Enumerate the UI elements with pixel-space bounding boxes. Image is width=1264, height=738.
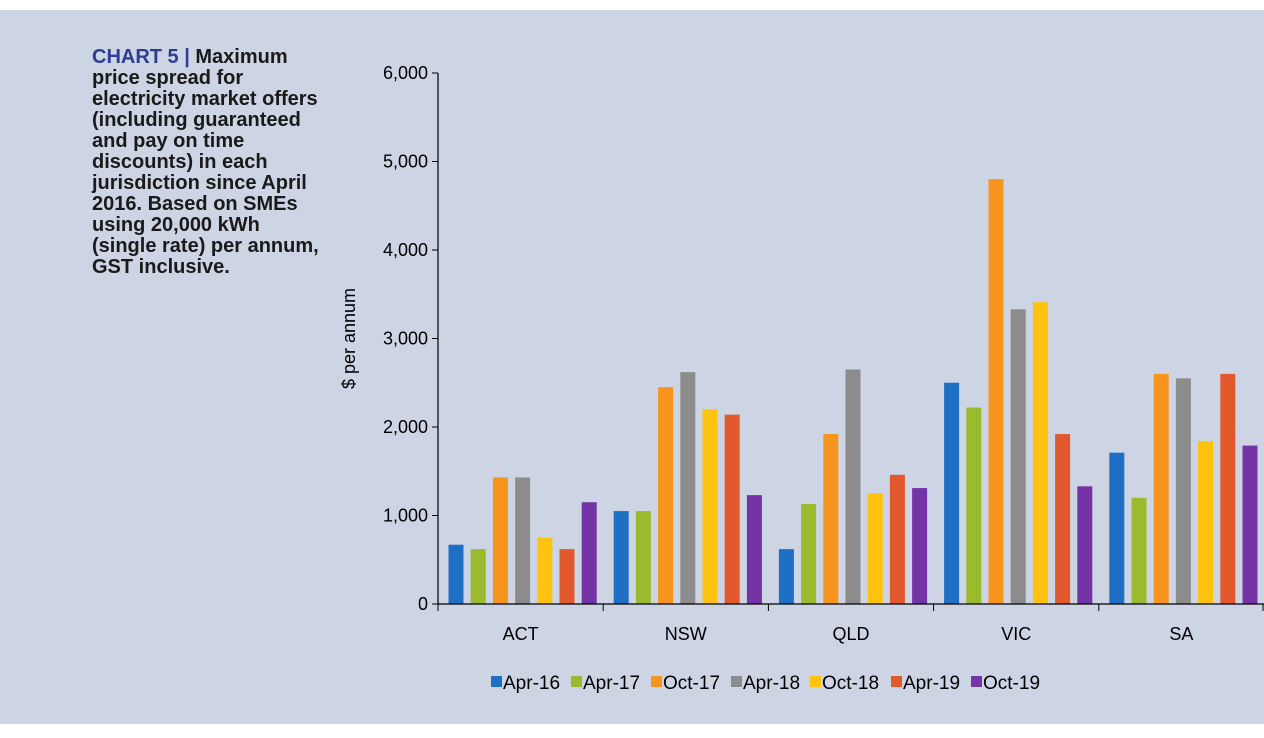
- legend-swatch: [731, 676, 742, 687]
- legend-swatch: [971, 676, 982, 687]
- bar-sa-apr-17: [1131, 497, 1147, 604]
- bar-qld-oct-17: [823, 434, 839, 604]
- bar-qld-apr-18: [845, 369, 861, 604]
- bar-act-apr-16: [448, 544, 464, 604]
- x-tick-label: ACT: [503, 624, 539, 644]
- bar-qld-apr-19: [889, 474, 905, 604]
- bar-qld-apr-17: [801, 503, 817, 604]
- bar-vic-apr-17: [966, 407, 982, 604]
- x-tick-label: NSW: [665, 624, 707, 644]
- bar-act-oct-18: [537, 537, 553, 604]
- y-tick-label: 2,000: [383, 417, 428, 437]
- chart-panel: [0, 10, 1264, 724]
- bar-act-apr-17: [470, 549, 486, 604]
- bar-vic-apr-19: [1055, 434, 1071, 604]
- bar-nsw-apr-16: [613, 511, 629, 604]
- bar-nsw-oct-17: [658, 387, 674, 604]
- legend-label: Oct-19: [983, 673, 1040, 694]
- bar-act-oct-17: [492, 477, 508, 604]
- bar-qld-apr-16: [778, 549, 794, 604]
- legend-swatch: [651, 676, 662, 687]
- y-tick-label: 4,000: [383, 240, 428, 260]
- legend-label: Oct-18: [822, 673, 879, 694]
- y-tick-label: 5,000: [383, 152, 428, 172]
- bar-vic-oct-18: [1032, 302, 1048, 604]
- legend-swatch: [571, 676, 582, 687]
- legend-swatch: [810, 676, 821, 687]
- y-tick-label: 0: [418, 594, 428, 614]
- bar-nsw-oct-19: [746, 495, 762, 604]
- y-axis-title: $ per annum: [339, 288, 359, 389]
- bar-sa-oct-17: [1153, 373, 1169, 604]
- y-tick-label: 3,000: [383, 329, 428, 349]
- bar-vic-oct-17: [988, 179, 1004, 604]
- bar-act-oct-19: [581, 502, 597, 604]
- x-tick-label: SA: [1169, 624, 1193, 644]
- legend-label: Apr-18: [743, 673, 800, 694]
- bar-sa-oct-19: [1242, 445, 1258, 604]
- bar-nsw-apr-19: [724, 414, 740, 604]
- bar-nsw-apr-18: [680, 372, 696, 604]
- bar-act-apr-18: [515, 477, 531, 604]
- bar-sa-oct-18: [1198, 441, 1214, 604]
- bar-vic-apr-16: [944, 382, 960, 604]
- bar-qld-oct-18: [867, 493, 883, 604]
- bar-nsw-oct-18: [702, 409, 718, 604]
- chart-caption-text: Maximum price spread for electricity mar…: [92, 46, 319, 278]
- chart-number-tag: CHART 5 |: [92, 46, 190, 68]
- legend-label: Apr-19: [903, 673, 960, 694]
- bar-act-apr-19: [559, 549, 575, 604]
- chart-caption: CHART 5 | Maximum price spread for elect…: [92, 47, 342, 278]
- bar-nsw-apr-17: [635, 511, 651, 604]
- legend-swatch: [491, 676, 502, 687]
- bar-sa-apr-18: [1175, 378, 1191, 604]
- bar-sa-apr-16: [1109, 452, 1125, 604]
- x-tick-label: QLD: [832, 624, 869, 644]
- bar-qld-oct-19: [912, 488, 928, 604]
- legend-label: Apr-16: [503, 673, 560, 694]
- bar-vic-oct-19: [1077, 486, 1093, 604]
- x-tick-label: VIC: [1001, 624, 1031, 644]
- legend-label: Apr-17: [583, 673, 640, 694]
- bar-sa-apr-19: [1220, 373, 1236, 604]
- y-tick-label: 1,000: [383, 506, 428, 526]
- legend-swatch: [891, 676, 902, 687]
- legend-label: Oct-17: [663, 673, 720, 694]
- bar-vic-apr-18: [1010, 309, 1026, 604]
- y-tick-label: 6,000: [383, 63, 428, 83]
